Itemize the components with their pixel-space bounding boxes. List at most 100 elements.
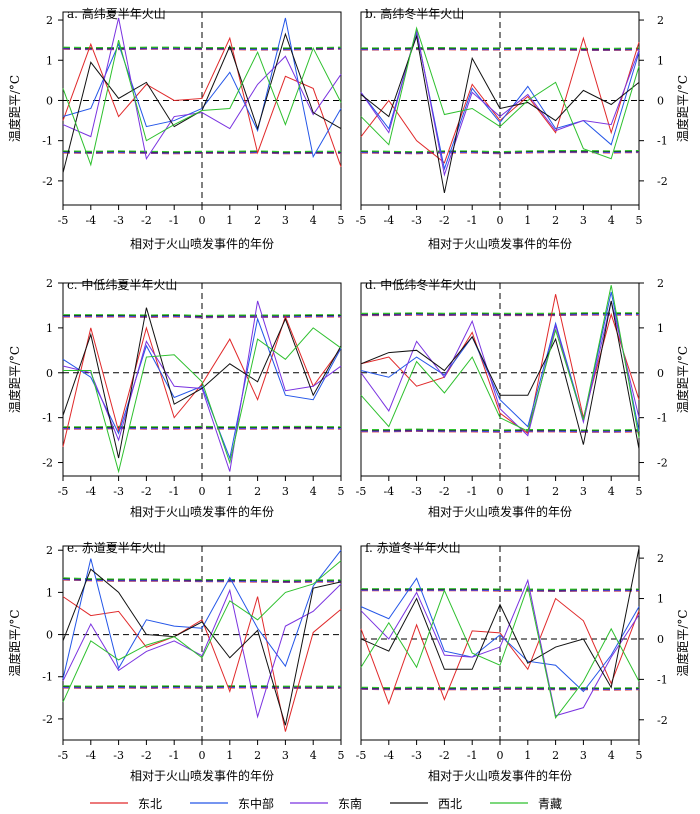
x-tick-label: -2 <box>439 214 450 227</box>
x-tick-label: 5 <box>338 749 345 762</box>
chart-panel-6: -5 -4 -3 -2 -1 0 1 2 3 4 5 -2 -1 0 1 2 温度距平/°C 相对于火山喷发事件的… <box>356 540 690 783</box>
x-tick-label: 2 <box>254 214 261 227</box>
legend-item: 西北 <box>390 797 462 811</box>
x-tick-label: 1 <box>226 214 233 227</box>
legend-label: 青藏 <box>538 797 562 811</box>
y-tick-label: 0 <box>657 633 664 646</box>
y-tick-label: 0 <box>46 367 53 380</box>
significance-line-lower <box>360 686 640 689</box>
series-line-东南 <box>360 578 640 717</box>
x-tick-label: 0 <box>497 214 504 227</box>
series-line-东北 <box>360 597 640 706</box>
panel-title: b. 高纬冬半年火山 <box>365 6 464 21</box>
x-tick-label: 0 <box>497 749 504 762</box>
x-tick-label: 3 <box>282 214 289 227</box>
legend-label: 东南 <box>338 796 362 811</box>
series-line-东中部 <box>62 549 342 679</box>
x-tick-label: -2 <box>439 485 450 498</box>
x-tick-label: -3 <box>113 749 124 762</box>
x-tick-label: -4 <box>85 485 96 498</box>
x-tick-label: 4 <box>608 214 615 227</box>
x-tick-label: -1 <box>467 749 478 762</box>
x-tick-label: 3 <box>580 485 587 498</box>
series-line-青藏 <box>360 26 640 160</box>
x-tick-label: 1 <box>226 749 233 762</box>
legend: 东北 东中部 东南 西北 青藏 <box>90 796 562 811</box>
x-axis-label: 相对于火山喷发事件的年份 <box>130 236 274 251</box>
x-tick-label: -5 <box>58 214 69 227</box>
x-tick-label: -3 <box>411 485 422 498</box>
x-tick-label: 2 <box>254 749 261 762</box>
significance-line-upper <box>62 46 342 49</box>
series-line-西北 <box>360 300 640 450</box>
y-tick-label: 1 <box>46 322 53 335</box>
series-line-东北 <box>62 36 342 167</box>
x-tick-label: 2 <box>552 214 559 227</box>
y-tick-label: 0 <box>657 367 664 380</box>
x-tick-label: 5 <box>636 749 643 762</box>
x-axis-label: 相对于火山喷发事件的年份 <box>130 504 274 519</box>
x-tick-label: -3 <box>113 214 124 227</box>
x-tick-label: 0 <box>497 485 504 498</box>
y-tick-label: 1 <box>657 54 664 67</box>
series-line-青藏 <box>360 285 640 438</box>
x-tick-label: -2 <box>439 749 450 762</box>
x-tick-label: -1 <box>169 749 180 762</box>
chart-panel-4: -5 -4 -3 -2 -1 0 1 2 3 4 5 -2 -1 0 1 2 温度距平/°C 相对于火山喷发事件的… <box>356 277 690 519</box>
x-tick-label: -4 <box>383 485 394 498</box>
chart-panel-2: -5 -4 -3 -2 -1 0 1 2 3 4 5 -2 -1 0 1 2 温度距平/°C 相对于火山喷发事件的… <box>356 6 690 251</box>
panels: -5 -4 -3 -2 -1 0 1 2 3 4 5 -2 -1 0 1 2 温度距平/°C 相对于火山喷发事件的… <box>7 6 690 783</box>
significance-line-lower <box>360 149 640 153</box>
y-tick-label: -2 <box>42 457 53 470</box>
series-line-青藏 <box>62 560 342 703</box>
series-line-东南 <box>62 17 342 161</box>
y-tick-label: -2 <box>42 713 53 726</box>
legend-item: 东北 <box>90 797 162 811</box>
y-tick-label: 1 <box>46 586 53 599</box>
x-tick-label: -4 <box>85 749 96 762</box>
x-tick-label: -3 <box>411 749 422 762</box>
significance-line-upper <box>63 314 341 317</box>
series-line-西北 <box>360 34 640 194</box>
x-tick-label: 5 <box>338 214 345 227</box>
y-tick-label: -1 <box>657 673 668 686</box>
y-axis-label: 温度距平/°C <box>675 75 690 142</box>
x-tick-label: -1 <box>467 485 478 498</box>
y-tick-label: 2 <box>657 552 664 565</box>
x-tick-label: 3 <box>580 749 587 762</box>
y-tick-label: 1 <box>46 54 53 67</box>
x-tick-label: 3 <box>580 214 587 227</box>
x-tick-label: -1 <box>169 214 180 227</box>
x-tick-label: 0 <box>199 214 206 227</box>
series-line-西北 <box>62 568 342 726</box>
legend-item: 东南 <box>290 796 362 811</box>
y-tick-label: 0 <box>657 94 664 107</box>
x-axis-label: 相对于火山喷发事件的年份 <box>130 768 274 783</box>
x-tick-label: 2 <box>552 485 559 498</box>
y-tick-label: 1 <box>657 593 664 606</box>
y-tick-label: -1 <box>657 412 668 425</box>
y-axis-label: 温度距平/°C <box>675 609 690 676</box>
significance-line-upper <box>361 47 640 50</box>
x-tick-label: -2 <box>141 485 152 498</box>
x-axis-label: 相对于火山喷发事件的年份 <box>428 236 572 251</box>
x-tick-label: -5 <box>356 214 367 227</box>
x-tick-label: 3 <box>282 749 289 762</box>
x-axis-label: 相对于火山喷发事件的年份 <box>428 768 572 783</box>
y-tick-label: 2 <box>657 14 664 27</box>
y-tick-label: 2 <box>46 277 53 290</box>
x-tick-label: -1 <box>169 485 180 498</box>
series-line-东中部 <box>62 17 342 159</box>
x-tick-label: 5 <box>636 485 643 498</box>
series-line-东北 <box>360 36 640 164</box>
series-line-东北 <box>62 315 342 447</box>
x-tick-label: 4 <box>608 749 615 762</box>
chart-panel-5: -5 -4 -3 -2 -1 0 1 2 3 4 5 -2 -1 0 1 2 温度距平/°C 相对于火山喷发事件的… <box>7 541 345 783</box>
y-tick-label: -1 <box>42 135 53 148</box>
panel-title: a. 高纬夏半年火山 <box>67 6 166 21</box>
series-line-西北 <box>360 547 640 689</box>
x-tick-label: 1 <box>226 485 233 498</box>
x-tick-label: 1 <box>524 214 531 227</box>
y-tick-label: 0 <box>46 94 53 107</box>
x-tick-label: -4 <box>85 214 96 227</box>
